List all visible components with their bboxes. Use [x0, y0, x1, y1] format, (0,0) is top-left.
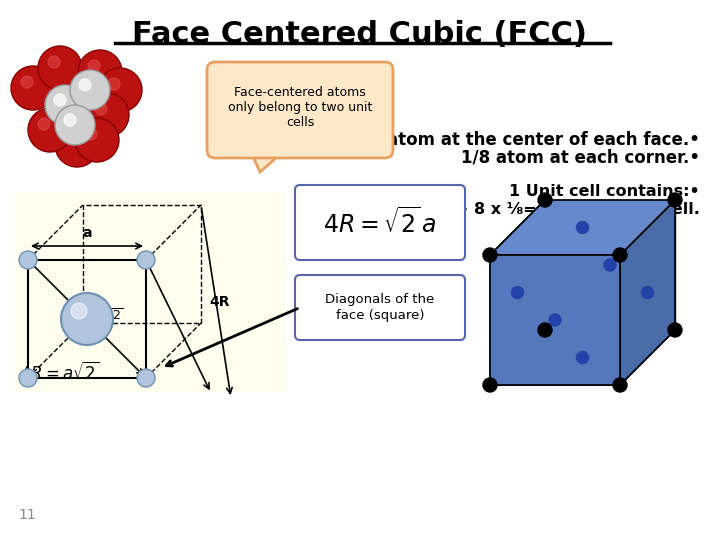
Circle shape [538, 323, 552, 337]
Circle shape [538, 193, 552, 207]
Polygon shape [490, 200, 545, 385]
Circle shape [64, 114, 76, 126]
Text: $4R = a\sqrt{2}$: $4R = a\sqrt{2}$ [20, 362, 99, 384]
Circle shape [577, 221, 588, 233]
Text: 11: 11 [18, 508, 36, 522]
Circle shape [78, 50, 122, 94]
Polygon shape [490, 330, 675, 385]
Text: ½ x 6 + 8 x ⅛= 4 atoms/unit cell.: ½ x 6 + 8 x ⅛= 4 atoms/unit cell. [400, 202, 700, 217]
FancyBboxPatch shape [295, 185, 465, 260]
Circle shape [11, 66, 55, 110]
Circle shape [21, 76, 33, 88]
Circle shape [137, 369, 155, 387]
Text: 1 Unit cell contains:•: 1 Unit cell contains:• [509, 184, 700, 199]
Text: Face Centered Cubic (FCC): Face Centered Cubic (FCC) [132, 20, 588, 49]
Circle shape [38, 46, 82, 90]
Circle shape [613, 248, 627, 262]
Circle shape [98, 68, 142, 112]
Circle shape [577, 352, 588, 363]
Circle shape [642, 287, 654, 299]
Polygon shape [490, 255, 620, 385]
FancyBboxPatch shape [295, 275, 465, 340]
Circle shape [48, 56, 60, 68]
Circle shape [668, 193, 682, 207]
Circle shape [549, 314, 561, 326]
Text: 1/8 atom at each corner.•: 1/8 atom at each corner.• [461, 149, 700, 167]
Circle shape [483, 378, 497, 392]
Polygon shape [250, 150, 285, 172]
Circle shape [61, 293, 113, 345]
Circle shape [483, 248, 497, 262]
Circle shape [85, 128, 97, 140]
Circle shape [95, 103, 107, 115]
Circle shape [55, 105, 95, 145]
Polygon shape [620, 200, 675, 385]
Polygon shape [545, 200, 675, 330]
Text: $a\sqrt{2}$: $a\sqrt{2}$ [95, 307, 124, 322]
Polygon shape [490, 200, 675, 255]
Text: 4R: 4R [209, 294, 230, 308]
Circle shape [75, 118, 119, 162]
FancyBboxPatch shape [207, 62, 393, 158]
Circle shape [45, 85, 85, 125]
Circle shape [28, 108, 72, 152]
Circle shape [85, 93, 129, 137]
Circle shape [65, 133, 77, 145]
Circle shape [55, 123, 99, 167]
Circle shape [70, 70, 110, 110]
Circle shape [54, 94, 66, 106]
Circle shape [613, 378, 627, 392]
Circle shape [511, 287, 523, 299]
Circle shape [19, 251, 37, 269]
Circle shape [108, 78, 120, 90]
Text: Face-centered atoms
only belong to two unit
cells: Face-centered atoms only belong to two u… [228, 86, 372, 130]
Circle shape [137, 251, 155, 269]
Circle shape [668, 323, 682, 337]
Text: 1/2 atom at the center of each face.•: 1/2 atom at the center of each face.• [352, 130, 700, 148]
Circle shape [604, 259, 616, 271]
Circle shape [79, 79, 91, 91]
Text: a: a [82, 226, 91, 240]
Text: Diagonals of the
face (square): Diagonals of the face (square) [325, 294, 435, 321]
Circle shape [88, 60, 100, 72]
Text: $4R=\sqrt{2}\,a$: $4R=\sqrt{2}\,a$ [323, 207, 437, 238]
Circle shape [38, 118, 50, 130]
Circle shape [19, 369, 37, 387]
Circle shape [71, 303, 87, 319]
FancyBboxPatch shape [15, 192, 285, 392]
